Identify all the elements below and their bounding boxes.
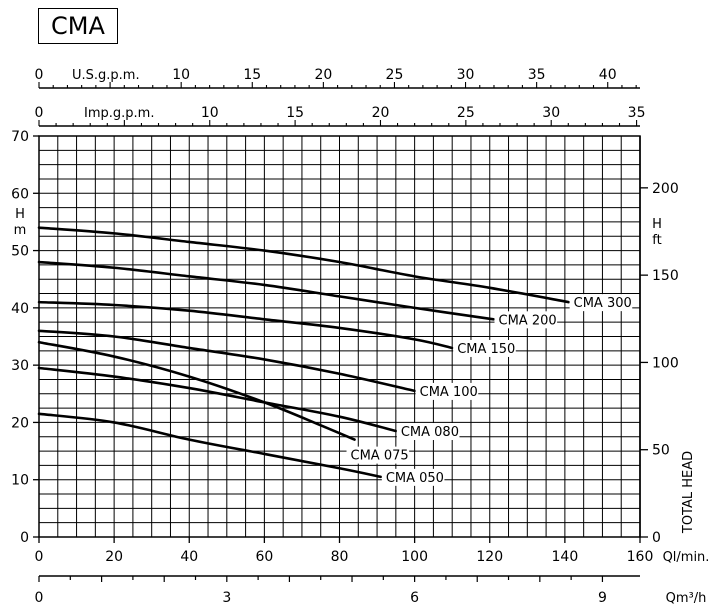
usgpm-tick-label: 20 bbox=[314, 67, 332, 83]
ft-tick-label: 200 bbox=[652, 181, 679, 197]
curve-cma-100 bbox=[37, 329, 416, 393]
y-tick-label: 70 bbox=[11, 129, 29, 145]
usgpm-tick-label: 10 bbox=[172, 67, 190, 83]
ft-axis-label-h: H bbox=[652, 217, 662, 232]
m3h-tick-label: 3 bbox=[222, 590, 231, 606]
ft-tick-label: 0 bbox=[652, 530, 661, 546]
curve-label-cma-300: CMA 300 bbox=[574, 296, 632, 311]
ft-axis-side-label: TOTAL HEAD bbox=[681, 451, 696, 534]
ft-tick-label: 50 bbox=[652, 443, 670, 459]
impgpm-tick-label: 15 bbox=[286, 105, 304, 121]
x-tick-label: 40 bbox=[180, 549, 198, 565]
curve-label-cma-100: CMA 100 bbox=[420, 385, 478, 400]
m3h-tick-label: 0 bbox=[35, 590, 44, 606]
impgpm-tick-label: 30 bbox=[542, 105, 560, 121]
usgpm-tick-label: 0 bbox=[35, 67, 44, 83]
curve-label-cma-075: CMA 075 bbox=[351, 449, 409, 464]
impgpm-tick-label: 25 bbox=[457, 105, 475, 121]
usgpm-tick-label: 30 bbox=[457, 67, 475, 83]
usgpm-axis-label: U.S.g.p.m. bbox=[72, 68, 140, 83]
ft-axis-label-unit: ft bbox=[652, 233, 661, 248]
curve-cma-300 bbox=[37, 226, 570, 304]
impgpm-tick-label: 35 bbox=[628, 105, 646, 121]
x-tick-label: 20 bbox=[105, 549, 123, 565]
curve-cma-080 bbox=[37, 366, 398, 433]
y-tick-label: 40 bbox=[11, 301, 29, 317]
impgpm-tick-label: 10 bbox=[201, 105, 219, 121]
curve-label-bg bbox=[494, 311, 558, 329]
x-tick-label: 140 bbox=[552, 549, 579, 565]
curve-cma-200 bbox=[37, 260, 495, 321]
x-axis-label: Ql/min. bbox=[663, 550, 710, 565]
x-tick-label: 120 bbox=[476, 549, 503, 565]
curve-label-bg bbox=[569, 294, 633, 312]
curve-label-bg bbox=[453, 339, 516, 357]
m3h-tick-label: 9 bbox=[598, 590, 607, 606]
x-tick-label: 80 bbox=[331, 549, 349, 565]
x-tick-label: 160 bbox=[627, 549, 654, 565]
curve-label-cma-050: CMA 050 bbox=[386, 471, 444, 486]
y-tick-label: 50 bbox=[11, 244, 29, 260]
usgpm-tick-label: 40 bbox=[599, 67, 617, 83]
curve-label-cma-200: CMA 200 bbox=[499, 313, 557, 328]
impgpm-axis-label: Imp.g.p.m. bbox=[84, 106, 154, 121]
usgpm-tick-label: 35 bbox=[528, 67, 546, 83]
curve-label-bg bbox=[396, 423, 460, 441]
curve-cma-075 bbox=[37, 340, 356, 441]
ft-tick-label: 100 bbox=[652, 355, 679, 371]
curve-label-bg bbox=[381, 468, 445, 486]
x-tick-label: 100 bbox=[401, 549, 428, 565]
curve-cma-150 bbox=[37, 300, 454, 350]
x-tick-label: 60 bbox=[255, 549, 273, 565]
impgpm-tick-label: 0 bbox=[35, 105, 44, 121]
chart-title: CMA bbox=[38, 8, 118, 44]
curve-cma-050 bbox=[37, 412, 383, 479]
curve-label-bg bbox=[346, 446, 410, 464]
ft-tick-label: 150 bbox=[652, 268, 679, 284]
y-axis-label-unit: m bbox=[14, 223, 27, 238]
y-tick-label: 60 bbox=[11, 186, 29, 202]
curve-label-bg bbox=[415, 382, 479, 400]
y-tick-label: 20 bbox=[11, 415, 29, 431]
usgpm-tick-label: 25 bbox=[386, 67, 404, 83]
impgpm-tick-label: 20 bbox=[372, 105, 390, 121]
y-tick-label: 30 bbox=[11, 358, 29, 374]
m3h-axis-label: Qm³/h bbox=[666, 591, 707, 606]
x-tick-label: 0 bbox=[35, 549, 44, 565]
y-tick-label: 0 bbox=[20, 530, 29, 546]
m3h-tick-label: 6 bbox=[410, 590, 419, 606]
curve-label-cma-080: CMA 080 bbox=[401, 425, 459, 440]
curve-label-cma-150: CMA 150 bbox=[457, 342, 515, 357]
y-axis-label-h: H bbox=[15, 207, 25, 222]
y-tick-label: 10 bbox=[11, 473, 29, 489]
usgpm-tick-label: 15 bbox=[243, 67, 261, 83]
